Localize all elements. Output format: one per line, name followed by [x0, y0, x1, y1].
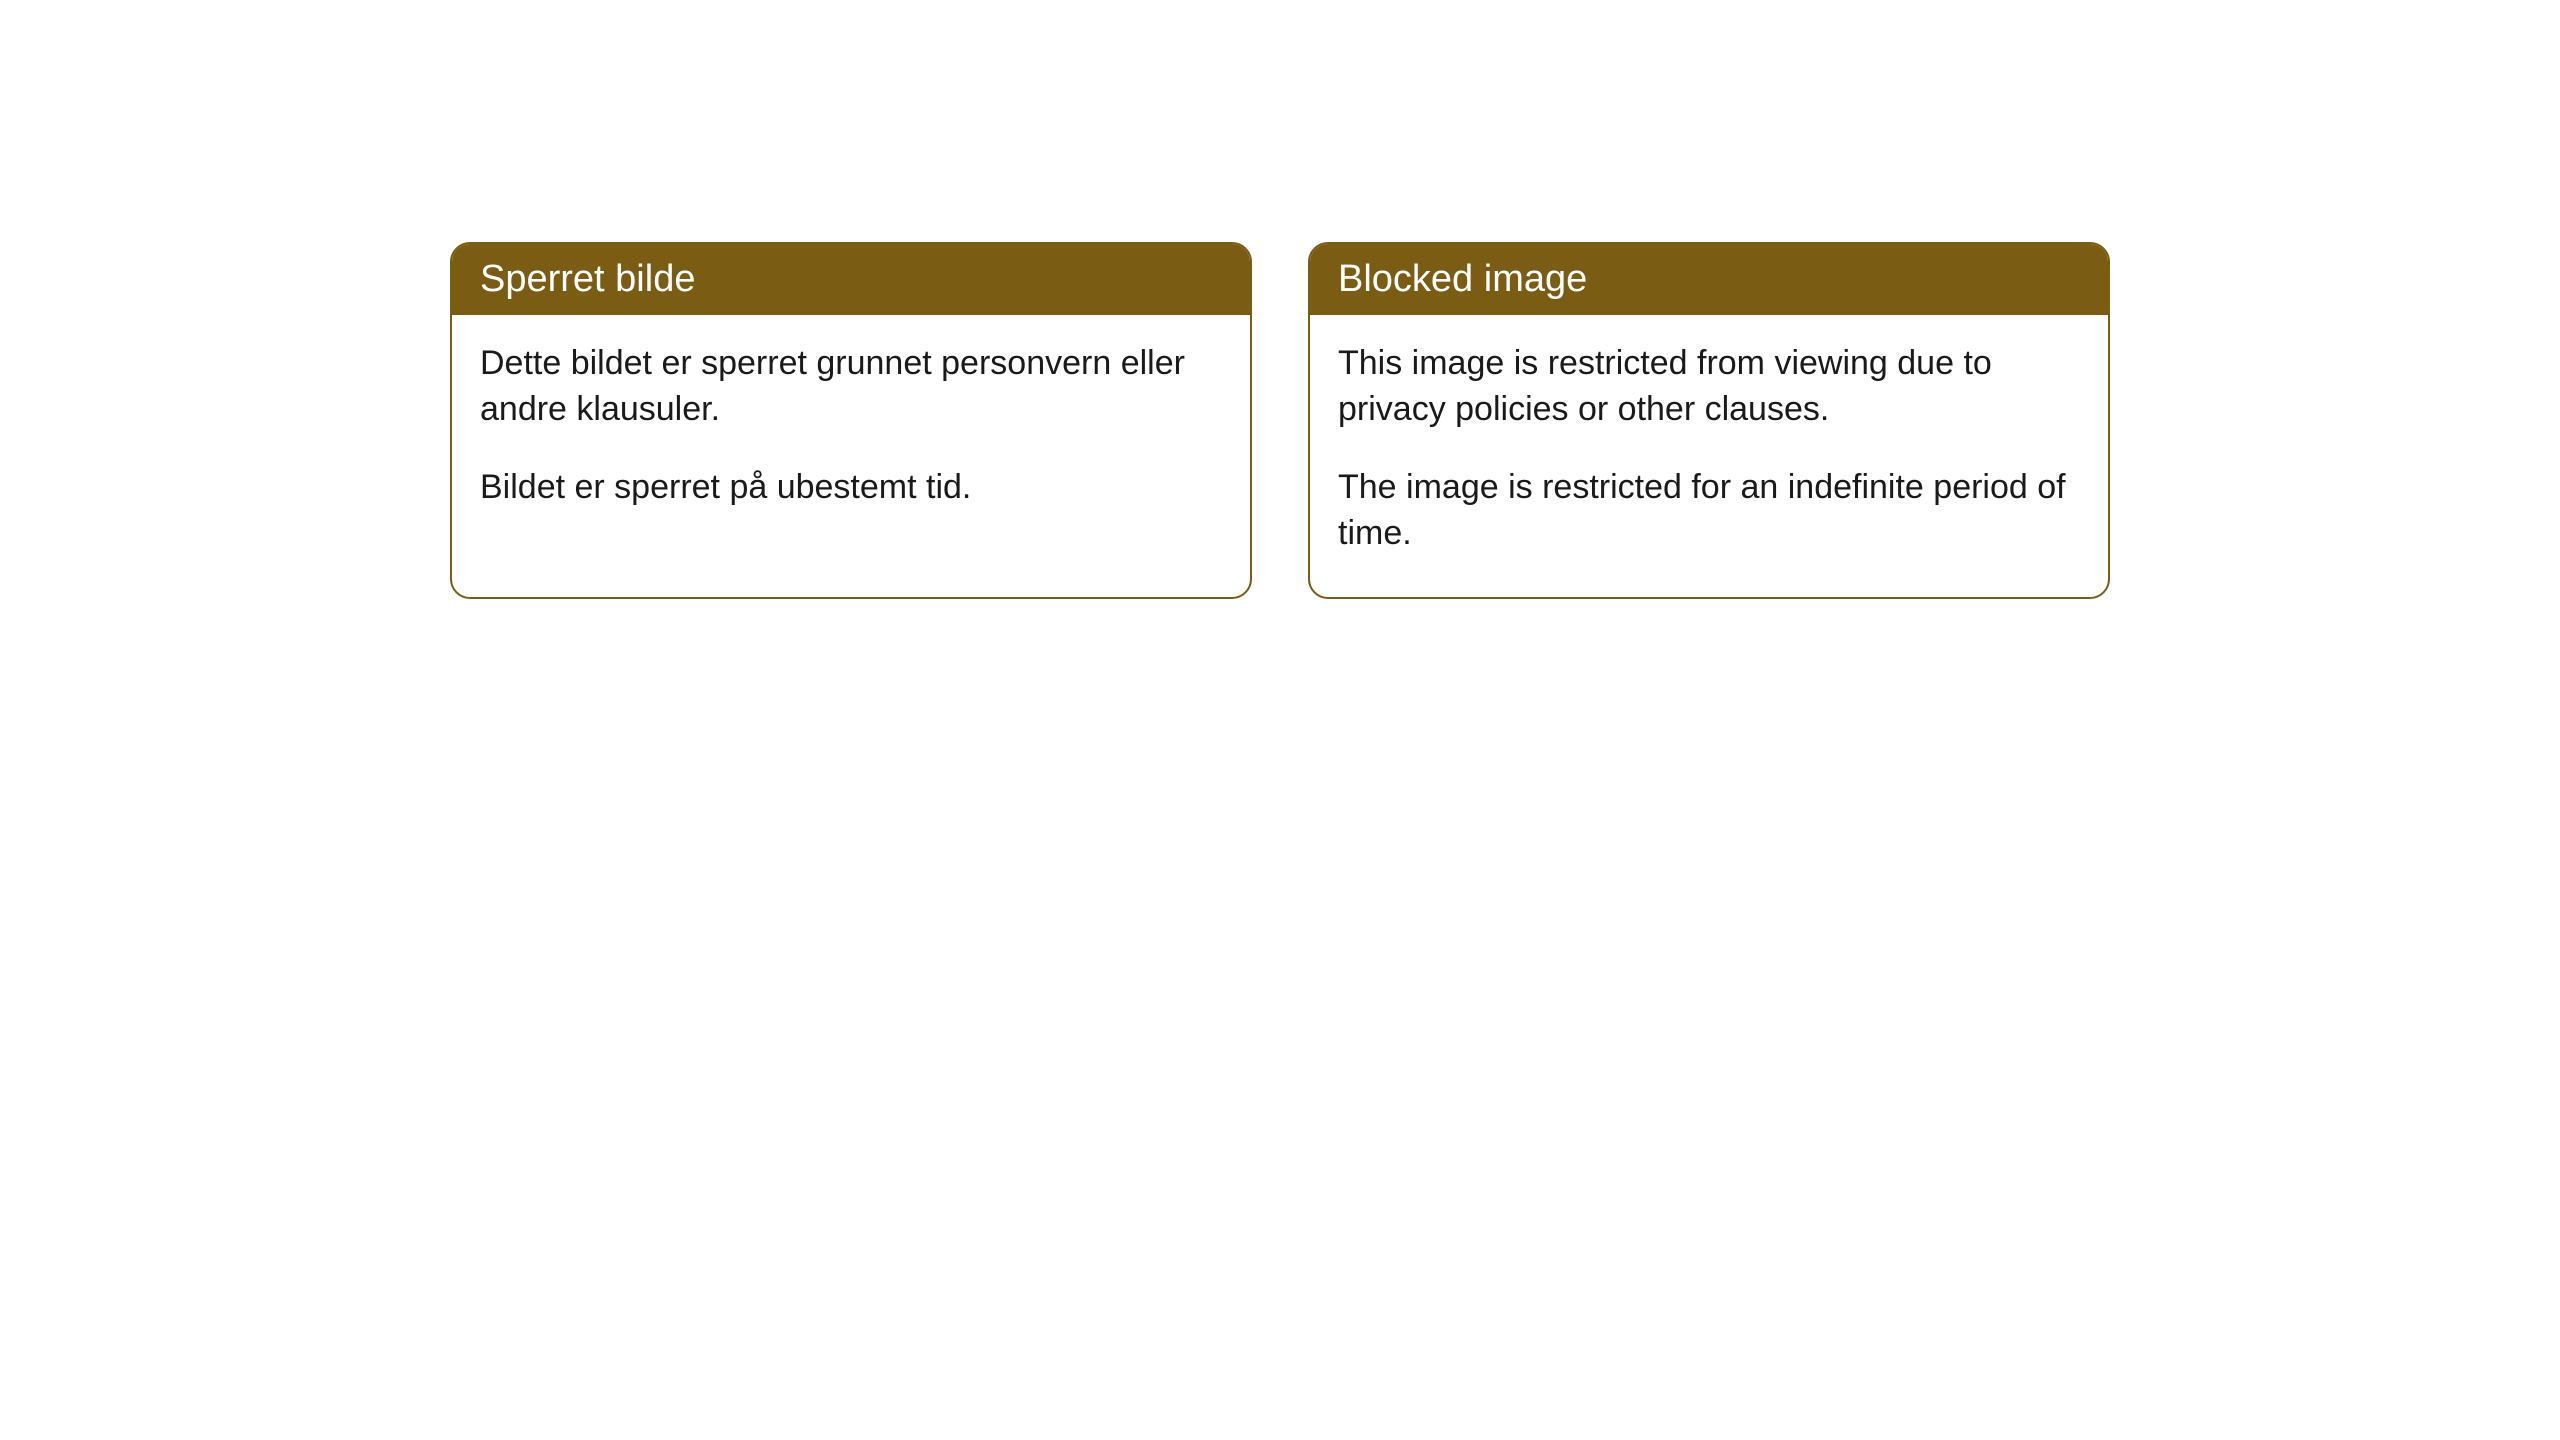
notice-header-english: Blocked image [1310, 244, 2108, 315]
notice-paragraph-1-norwegian: Dette bildet er sperret grunnet personve… [480, 341, 1222, 433]
notice-paragraph-2-norwegian: Bildet er sperret på ubestemt tid. [480, 465, 1222, 511]
notice-card-english: Blocked image This image is restricted f… [1308, 242, 2110, 599]
notice-card-norwegian: Sperret bilde Dette bildet er sperret gr… [450, 242, 1252, 599]
notice-body-english: This image is restricted from viewing du… [1310, 315, 2108, 597]
notice-paragraph-1-english: This image is restricted from viewing du… [1338, 341, 2080, 433]
notice-container: Sperret bilde Dette bildet er sperret gr… [0, 0, 2560, 599]
notice-paragraph-2-english: The image is restricted for an indefinit… [1338, 465, 2080, 557]
notice-header-norwegian: Sperret bilde [452, 244, 1250, 315]
notice-body-norwegian: Dette bildet er sperret grunnet personve… [452, 315, 1250, 551]
